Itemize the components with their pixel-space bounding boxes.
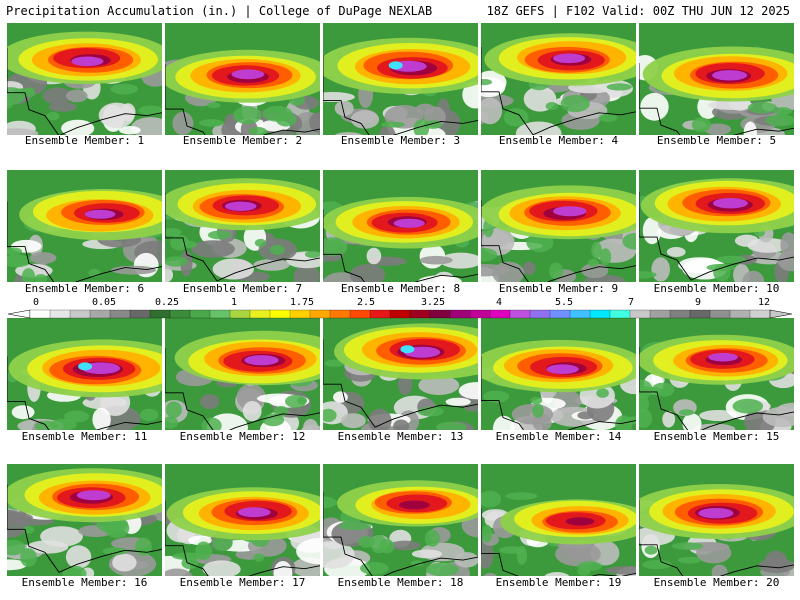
colorbar-tick-label: 1.75	[289, 297, 315, 308]
ensemble-member-map	[323, 318, 478, 430]
colorbar-tick-label: 7	[627, 297, 635, 308]
ensemble-member-map	[639, 318, 794, 430]
ensemble-member-map	[481, 170, 636, 282]
precip-colorbar	[7, 309, 793, 319]
ensemble-member-label: Ensemble Member: 1	[24, 134, 145, 147]
ensemble-member-label: Ensemble Member: 2	[182, 134, 303, 147]
colorbar-tick-label: 9	[694, 297, 702, 308]
ensemble-member-map	[165, 170, 320, 282]
model-run-info: 18Z GEFS | F102 Valid: 00Z THU JUN 12 20…	[486, 4, 790, 18]
ensemble-member-map	[7, 464, 162, 576]
ensemble-member-label: Ensemble Member: 3	[340, 134, 461, 147]
ensemble-member-map	[639, 170, 794, 282]
ensemble-member-label: Ensemble Member: 19	[495, 576, 622, 589]
ensemble-member-map	[7, 318, 162, 430]
colorbar-tick-label: 3.25	[420, 297, 446, 308]
ensemble-member-map	[639, 23, 794, 135]
colorbar-tick-label: 12	[757, 297, 771, 308]
ensemble-member-map	[323, 23, 478, 135]
ensemble-member-label: Ensemble Member: 17	[179, 576, 306, 589]
ensemble-member-map	[7, 23, 162, 135]
colorbar-tick-label: 1	[230, 297, 238, 308]
colorbar-tick-label: 0.25	[154, 297, 180, 308]
ensemble-member-label: Ensemble Member: 14	[495, 430, 622, 443]
colorbar-tick-label: 2.5	[356, 297, 376, 308]
ensemble-member-label: Ensemble Member: 18	[337, 576, 464, 589]
colorbar-tick-label: 4	[495, 297, 503, 308]
ensemble-member-map	[481, 464, 636, 576]
ensemble-member-map	[7, 170, 162, 282]
colorbar-tick-label: 0	[32, 297, 40, 308]
colorbar-tick-label: 0.05	[91, 297, 117, 308]
ensemble-member-map	[481, 318, 636, 430]
colorbar-tick-label: 5.5	[554, 297, 574, 308]
ensemble-member-map	[165, 464, 320, 576]
ensemble-member-label: Ensemble Member: 11	[21, 430, 148, 443]
ensemble-member-map	[323, 170, 478, 282]
map-title: Precipitation Accumulation (in.) | Colle…	[6, 4, 433, 18]
ensemble-member-label: Ensemble Member: 20	[653, 576, 780, 589]
ensemble-member-label: Ensemble Member: 7	[182, 282, 303, 295]
ensemble-member-label: Ensemble Member: 9	[498, 282, 619, 295]
ensemble-member-label: Ensemble Member: 15	[653, 430, 780, 443]
ensemble-member-label: Ensemble Member: 16	[21, 576, 148, 589]
ensemble-member-label: Ensemble Member: 5	[656, 134, 777, 147]
ensemble-member-map	[323, 464, 478, 576]
ensemble-member-label: Ensemble Member: 8	[340, 282, 461, 295]
ensemble-member-map	[165, 23, 320, 135]
ensemble-member-map	[165, 318, 320, 430]
ensemble-member-map	[639, 464, 794, 576]
ensemble-member-map	[481, 23, 636, 135]
ensemble-member-label: Ensemble Member: 10	[653, 282, 780, 295]
ensemble-member-label: Ensemble Member: 13	[337, 430, 464, 443]
ensemble-member-label: Ensemble Member: 4	[498, 134, 619, 147]
ensemble-member-label: Ensemble Member: 6	[24, 282, 145, 295]
ensemble-member-label: Ensemble Member: 12	[179, 430, 306, 443]
